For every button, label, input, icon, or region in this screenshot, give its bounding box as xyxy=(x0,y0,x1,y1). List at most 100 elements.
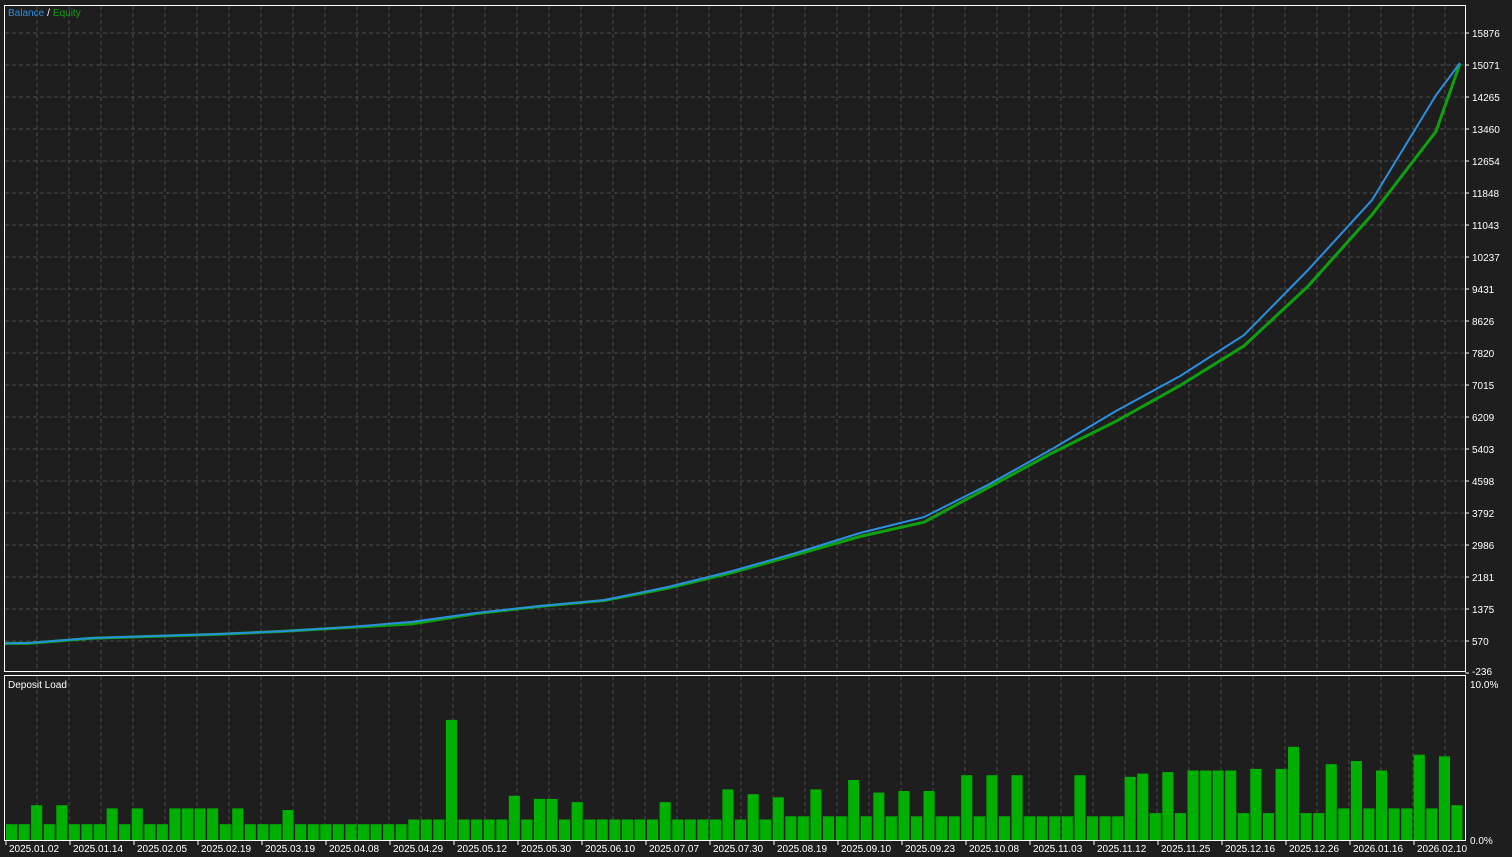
balance-line xyxy=(4,62,1461,645)
deposit-load-bar xyxy=(823,816,835,840)
y-tick-label: 5403 xyxy=(1472,445,1495,456)
deposit-load-bar xyxy=(194,808,206,840)
y-tick-label: 4598 xyxy=(1472,477,1495,488)
deposit-load-bar xyxy=(998,816,1010,840)
x-tick-label: 2025.04.08 xyxy=(329,844,379,855)
deposit-load-bar xyxy=(936,816,948,840)
deposit-load-bar xyxy=(810,789,822,840)
deposit-load-bar xyxy=(119,824,131,840)
deposit-load-bar xyxy=(244,824,256,840)
deposit-load-bar xyxy=(634,819,646,840)
deposit-load-bar xyxy=(269,824,281,840)
x-tick-label: 2025.10.08 xyxy=(969,844,1019,855)
deposit-load-bar xyxy=(1275,768,1287,840)
deposit-load-bar xyxy=(1212,770,1224,840)
deposit-load-bar xyxy=(1237,813,1249,840)
deposit-load-bar xyxy=(1313,813,1325,840)
deposit-load-bar xyxy=(785,816,797,840)
y-axis-labels: 15876 15071 14265 13460 12654 11848 11043 10237… xyxy=(1465,29,1500,678)
x-tick-label: 2025.02.19 xyxy=(201,844,251,855)
deposit-load-bar xyxy=(1124,776,1136,840)
x-tick-label: 2025.11.25 xyxy=(1161,844,1211,855)
deposit-load-bar xyxy=(584,819,596,840)
deposit-load-bar xyxy=(885,816,897,840)
deposit-load-bar xyxy=(697,819,709,840)
deposit-load-bar xyxy=(307,824,319,840)
deposit-load-bar xyxy=(43,824,55,840)
x-tick-label: 2025.08.19 xyxy=(777,844,827,855)
deposit-load-bar xyxy=(496,819,508,840)
deposit-load-bar xyxy=(1061,816,1073,840)
deposit-load-bar xyxy=(1363,808,1375,840)
deposit-load-bar xyxy=(445,719,457,840)
y-tick-label: 7015 xyxy=(1472,381,1495,392)
deposit-load-bar xyxy=(848,780,860,840)
y-tick-label: 11848 xyxy=(1472,189,1500,200)
deposit-load-bar xyxy=(1388,808,1400,840)
deposit-load-bar xyxy=(282,810,294,840)
y-tick-label: 3792 xyxy=(1472,509,1495,520)
y-tick-label: 11043 xyxy=(1472,221,1500,232)
deposit-load-bar xyxy=(797,816,809,840)
legend-equity: Equity xyxy=(53,8,81,19)
y-tick-label: 15876 xyxy=(1472,29,1500,40)
deposit-load-bar xyxy=(169,808,181,840)
deposit-load-bar xyxy=(433,819,445,840)
deposit-load-bar xyxy=(722,789,734,840)
deposit-load-bar xyxy=(320,824,332,840)
deposit-load-bar xyxy=(1451,805,1463,840)
y-tick-label: 13460 xyxy=(1472,125,1500,136)
y-tick-label: 6209 xyxy=(1472,413,1495,424)
x-tick-label: 2025.07.07 xyxy=(649,844,699,855)
deposit-load-bar xyxy=(1036,816,1048,840)
deposit-load-bar xyxy=(1438,756,1450,840)
deposit-load-bar xyxy=(1225,770,1237,840)
y-tick-label: 1375 xyxy=(1472,605,1495,616)
balance-panel-border xyxy=(4,5,1466,672)
y-tick-label: 2181 xyxy=(1472,573,1495,584)
x-tick-label: 2025.05.12 xyxy=(457,844,507,855)
deposit-load-bar xyxy=(559,819,571,840)
x-tick-label: 2025.12.16 xyxy=(1225,844,1275,855)
deposit-load-bar xyxy=(609,819,621,840)
deposit-load-bar xyxy=(672,819,684,840)
deposit-load-bar xyxy=(1137,773,1149,840)
deposit-load-bar xyxy=(81,824,93,840)
deposit-load-bar xyxy=(31,805,43,840)
deposit-load-max-label: 10.0% xyxy=(1470,680,1498,691)
y-tick-label: 12654 xyxy=(1472,157,1500,168)
x-tick-label: 2025.04.29 xyxy=(393,844,443,855)
deposit-load-bar xyxy=(684,819,696,840)
deposit-load-bar xyxy=(207,808,219,840)
deposit-load-bar xyxy=(621,819,633,840)
x-tick-label: 2025.01.14 xyxy=(73,844,123,855)
deposit-load-bar xyxy=(94,824,106,840)
deposit-load-bar xyxy=(1401,808,1413,840)
deposit-load-bar xyxy=(508,795,520,840)
deposit-load-bar xyxy=(383,824,395,840)
deposit-load-bar xyxy=(1288,746,1300,840)
deposit-load-bar xyxy=(1338,808,1350,840)
deposit-load-bar xyxy=(1162,772,1174,840)
deposit-load-bar xyxy=(986,775,998,840)
deposit-load-bar xyxy=(546,798,558,840)
deposit-load-bar xyxy=(1200,770,1212,840)
y-tick-label: 570 xyxy=(1472,637,1489,648)
deposit-load-bar xyxy=(56,805,68,840)
deposit-load-bar xyxy=(571,802,583,840)
y-tick-label: 10237 xyxy=(1472,253,1500,264)
deposit-load-bar xyxy=(370,824,382,840)
deposit-load-bar xyxy=(596,819,608,840)
deposit-load-bar xyxy=(747,794,759,840)
deposit-load-bars xyxy=(6,719,1463,840)
deposit-load-bar xyxy=(760,819,772,840)
deposit-load-bar xyxy=(948,816,960,840)
deposit-load-bar xyxy=(923,791,935,840)
deposit-load-bar xyxy=(1325,764,1337,840)
deposit-load-bar xyxy=(408,819,420,840)
deposit-load-bar xyxy=(1074,775,1086,840)
deposit-load-bar xyxy=(420,819,432,840)
y-tick-label: 2986 xyxy=(1472,541,1495,552)
x-tick-label: 2025.12.26 xyxy=(1289,844,1339,855)
